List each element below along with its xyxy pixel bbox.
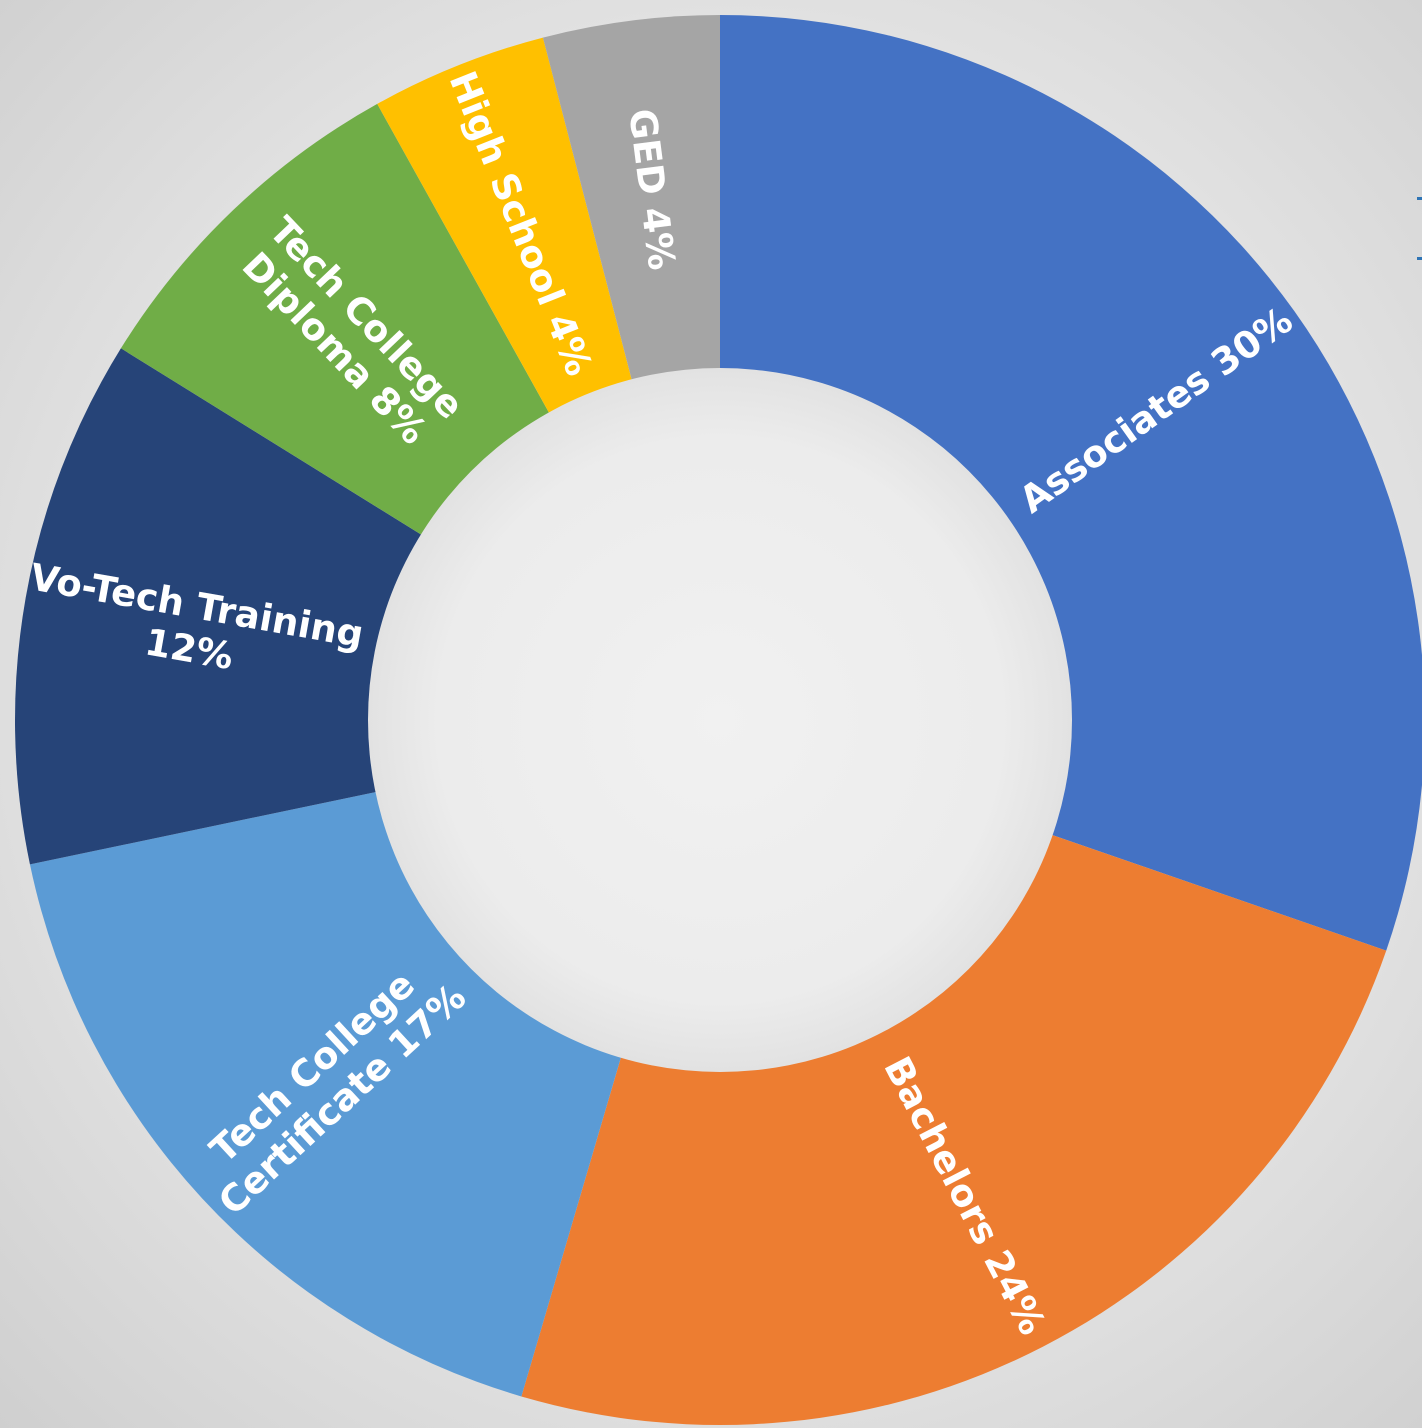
donut-hole — [368, 368, 1072, 1072]
edge-mark-top — [1417, 197, 1422, 200]
edge-mark-bottom — [1417, 257, 1422, 260]
